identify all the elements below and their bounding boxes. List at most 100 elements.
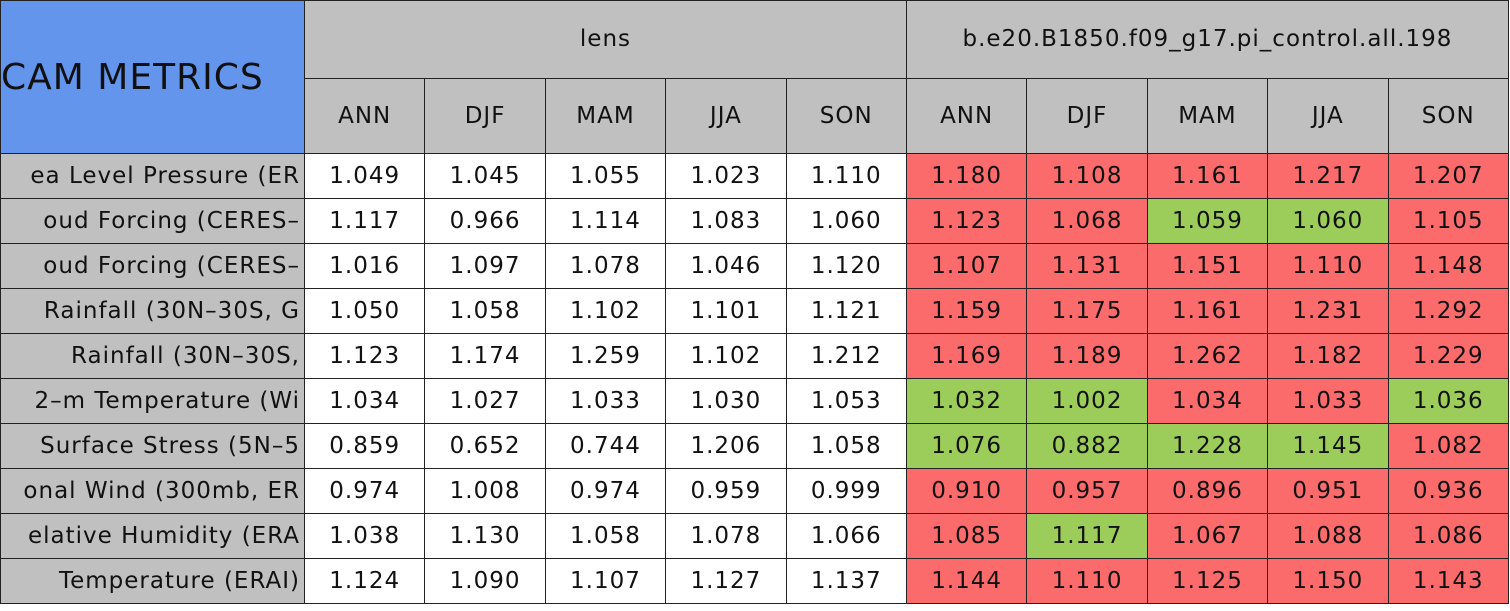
- value-cell: 1.105: [1387, 198, 1509, 244]
- value-cell: 1.150: [1267, 558, 1389, 604]
- value-cell: 1.097: [424, 243, 546, 289]
- group-header: lens: [304, 0, 907, 79]
- value-cell: 1.159: [905, 288, 1028, 334]
- row-label: oud Forcing (CERES–: [0, 243, 305, 289]
- table-row: oud Forcing (CERES– 1.016 1.097 1.078 1.046 1…: [0, 243, 1509, 289]
- table-row: Rainfall (30N–30S, G 1.050 1.058 1.102 1.101…: [0, 288, 1509, 334]
- table-row: Surface Stress (5N–5 0.859 0.652 0.744 1.206…: [0, 423, 1509, 469]
- season-header: DJF: [1026, 77, 1148, 154]
- value-cell: 1.161: [1146, 288, 1269, 334]
- value-cell: 1.082: [1387, 423, 1509, 469]
- value-cell: 1.292: [1387, 288, 1509, 334]
- value-cell: 0.957: [1026, 468, 1148, 514]
- row-label: elative Humidity (ERA: [0, 513, 305, 559]
- value-cell: 1.034: [1146, 378, 1269, 424]
- value-cell: 1.117: [303, 198, 426, 244]
- value-cell: 0.744: [544, 423, 667, 469]
- value-cell: 1.231: [1267, 288, 1389, 334]
- season-header: SON: [1387, 77, 1509, 154]
- value-cell: 1.144: [905, 558, 1028, 604]
- value-cell: 0.882: [1026, 423, 1148, 469]
- value-cell: 1.174: [424, 333, 546, 379]
- value-cell: 1.060: [1267, 198, 1389, 244]
- value-cell: 1.125: [1146, 558, 1269, 604]
- value-cell: 0.999: [785, 468, 907, 514]
- title: CAM METRICS: [0, 0, 305, 154]
- table-body: ea Level Pressure (ER 1.049 1.045 1.055 1.02…: [0, 153, 1509, 604]
- value-cell: 1.088: [1267, 513, 1389, 559]
- row-label: oud Forcing (CERES–: [0, 198, 305, 244]
- value-cell: 1.180: [905, 153, 1028, 199]
- value-cell: 1.148: [1387, 243, 1509, 289]
- value-cell: 1.033: [1267, 378, 1389, 424]
- table-row: elative Humidity (ERA 1.038 1.130 1.058 1.07…: [0, 513, 1509, 559]
- value-cell: 1.117: [1026, 513, 1148, 559]
- value-cell: 1.023: [665, 153, 787, 199]
- row-label: onal Wind (300mb, ER: [0, 468, 305, 514]
- value-cell: 1.169: [905, 333, 1028, 379]
- value-cell: 1.110: [785, 153, 907, 199]
- value-cell: 1.059: [1146, 198, 1269, 244]
- season-header: SON: [785, 77, 907, 154]
- value-cell: 0.896: [1146, 468, 1269, 514]
- row-label: Temperature (ERAI): [0, 558, 305, 604]
- value-cell: 1.058: [785, 423, 907, 469]
- value-cell: 1.058: [544, 513, 667, 559]
- value-cell: 1.067: [1146, 513, 1269, 559]
- value-cell: 1.036: [1387, 378, 1509, 424]
- value-cell: 1.090: [424, 558, 546, 604]
- value-cell: 1.121: [785, 288, 907, 334]
- value-cell: 1.259: [544, 333, 667, 379]
- group-header: b.e20.B1850.f09_g17.pi_control.all.198: [905, 0, 1509, 79]
- value-cell: 1.053: [785, 378, 907, 424]
- value-cell: 0.859: [303, 423, 426, 469]
- value-cell: 1.107: [544, 558, 667, 604]
- value-cell: 1.107: [905, 243, 1028, 289]
- table-row: onal Wind (300mb, ER 0.974 1.008 0.974 0.959…: [0, 468, 1509, 514]
- value-cell: 1.262: [1146, 333, 1269, 379]
- value-cell: 1.050: [303, 288, 426, 334]
- value-cell: 1.102: [544, 288, 667, 334]
- value-cell: 0.974: [303, 468, 426, 514]
- value-cell: 1.032: [905, 378, 1028, 424]
- row-label: Rainfall (30N–30S,: [0, 333, 305, 379]
- value-cell: 1.229: [1387, 333, 1509, 379]
- row-label: 2–m Temperature (Wi: [0, 378, 305, 424]
- season-header: MAM: [544, 77, 667, 154]
- row-label: ea Level Pressure (ER: [0, 153, 305, 199]
- value-cell: 1.038: [303, 513, 426, 559]
- value-cell: 1.076: [905, 423, 1028, 469]
- value-cell: 1.110: [1267, 243, 1389, 289]
- value-cell: 1.130: [424, 513, 546, 559]
- value-cell: 1.060: [785, 198, 907, 244]
- table-row: Temperature (ERAI) 1.124 1.090 1.107 1.127 1.…: [0, 558, 1509, 604]
- value-cell: 1.127: [665, 558, 787, 604]
- value-cell: 1.078: [544, 243, 667, 289]
- value-cell: 1.228: [1146, 423, 1269, 469]
- value-cell: 1.030: [665, 378, 787, 424]
- season-header: ANN: [303, 77, 426, 154]
- value-cell: 1.055: [544, 153, 667, 199]
- value-cell: 1.045: [424, 153, 546, 199]
- value-cell: 1.151: [1146, 243, 1269, 289]
- value-cell: 0.951: [1267, 468, 1389, 514]
- table-header: CAM METRICS lens b.e20.B1850.f09_g17.pi_…: [0, 0, 1509, 154]
- value-cell: 1.123: [303, 333, 426, 379]
- value-cell: 1.182: [1267, 333, 1389, 379]
- value-cell: 1.124: [303, 558, 426, 604]
- value-cell: 1.145: [1267, 423, 1389, 469]
- value-cell: 1.189: [1026, 333, 1148, 379]
- value-cell: 1.016: [303, 243, 426, 289]
- value-cell: 1.083: [665, 198, 787, 244]
- value-cell: 1.120: [785, 243, 907, 289]
- season-header: JJA: [1267, 77, 1389, 154]
- value-cell: 1.027: [424, 378, 546, 424]
- season-header: MAM: [1146, 77, 1269, 154]
- value-cell: 1.161: [1146, 153, 1269, 199]
- value-cell: 0.936: [1387, 468, 1509, 514]
- value-cell: 1.137: [785, 558, 907, 604]
- value-cell: 1.212: [785, 333, 907, 379]
- value-cell: 1.046: [665, 243, 787, 289]
